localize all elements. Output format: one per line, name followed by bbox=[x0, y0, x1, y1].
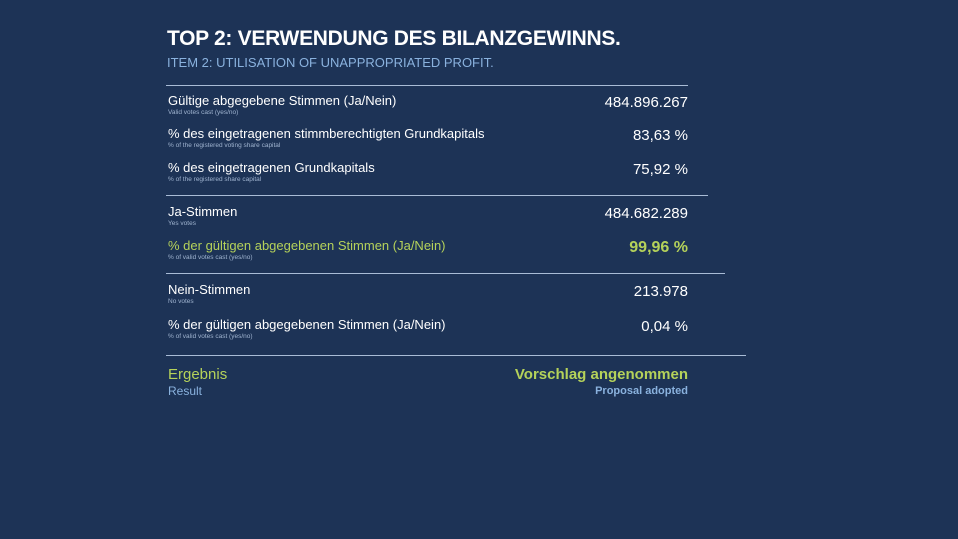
result-value-block: Vorschlag angenommen Proposal adopted bbox=[515, 366, 688, 399]
row-sublabel: Yes votes bbox=[168, 220, 196, 227]
row-label: Nein-Stimmen bbox=[168, 282, 251, 297]
row-sublabel: % of the registered voting share capital bbox=[168, 142, 281, 149]
row-share-capital-pct: % des eingetragenen Grundkapitals % of t… bbox=[168, 160, 688, 184]
row-label: % des eingetragenen Grundkapitals bbox=[168, 160, 375, 175]
page-subtitle: ITEM 2: UTILISATION OF UNAPPROPRIATED PR… bbox=[167, 55, 494, 70]
divider-3 bbox=[166, 355, 746, 356]
row-yes-votes: Ja-Stimmen Yes votes 484.682.289 bbox=[168, 204, 688, 228]
result-value-sub: Proposal adopted bbox=[595, 385, 688, 397]
row-value: 213.978 bbox=[633, 283, 688, 300]
row-sublabel: Valid votes cast (yes/no) bbox=[168, 109, 239, 116]
row-label: % der gültigen abgegebenen Stimmen (Ja/N… bbox=[168, 238, 446, 253]
result-value: Vorschlag angenommen bbox=[514, 366, 688, 383]
row-label: % des eingetragenen stimmberechtigten Gr… bbox=[168, 126, 485, 141]
row-valid-votes: Gültige abgegebene Stimmen (Ja/Nein) Val… bbox=[168, 93, 688, 117]
row-label: Ja-Stimmen bbox=[168, 204, 238, 219]
divider-1 bbox=[166, 195, 708, 196]
row-label: Gültige abgegebene Stimmen (Ja/Nein) bbox=[168, 93, 397, 108]
row-value: 484.682.289 bbox=[604, 205, 688, 222]
row-yes-pct: % der gültigen abgegebenen Stimmen (Ja/N… bbox=[168, 238, 688, 262]
row-value: 0,04 % bbox=[641, 318, 688, 335]
result-label: Ergebnis bbox=[168, 366, 228, 383]
row-voting-capital-pct: % des eingetragenen stimmberechtigten Gr… bbox=[168, 126, 688, 150]
row-sublabel: % of valid votes cast (yes/no) bbox=[168, 254, 253, 261]
row-value: 75,92 % bbox=[632, 161, 688, 178]
divider-2 bbox=[166, 273, 725, 274]
row-no-votes: Nein-Stimmen No votes 213.978 bbox=[168, 282, 688, 306]
row-label: % der gültigen abgegebenen Stimmen (Ja/N… bbox=[168, 317, 446, 332]
row-value: 83,63 % bbox=[632, 127, 688, 144]
page-title: TOP 2: VERWENDUNG DES BILANZGEWINNS. bbox=[167, 27, 621, 50]
row-sublabel: No votes bbox=[168, 298, 194, 305]
row-no-pct: % der gültigen abgegebenen Stimmen (Ja/N… bbox=[168, 317, 688, 341]
divider-top bbox=[166, 85, 688, 86]
row-sublabel: % of the registered share capital bbox=[168, 176, 262, 183]
row-value: 484.896.267 bbox=[604, 94, 688, 111]
result-row: Ergebnis Result Vorschlag angenommen Pro… bbox=[168, 366, 688, 399]
row-sublabel: % of valid votes cast (yes/no) bbox=[168, 333, 253, 340]
result-sublabel: Result bbox=[168, 384, 203, 398]
row-value: 99,96 % bbox=[629, 239, 688, 256]
